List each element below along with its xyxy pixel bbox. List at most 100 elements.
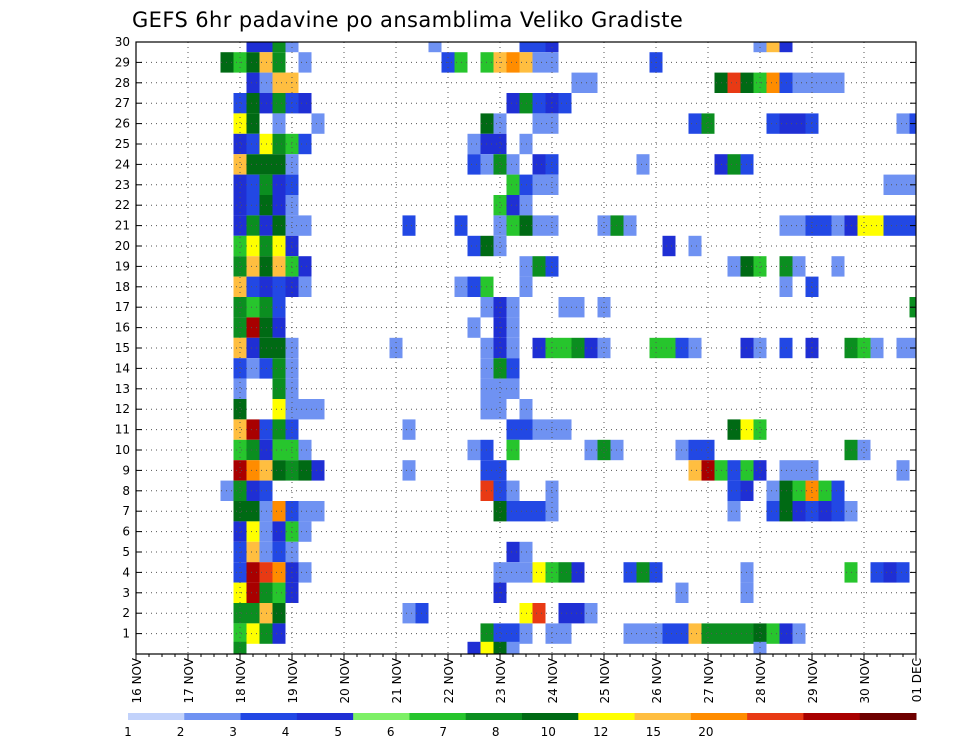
heatmap-cell <box>532 113 546 134</box>
heatmap-cell <box>233 419 247 440</box>
colorbar-swatch <box>522 713 579 720</box>
heatmap-cell <box>246 42 260 53</box>
heatmap-cell <box>493 460 507 481</box>
x-tick-label: 18 NOV <box>234 657 248 703</box>
chart-title: GEFS 6hr padavine po ansamblima Veliko G… <box>132 8 683 32</box>
heatmap-cell <box>272 154 286 175</box>
heatmap-cell <box>857 215 871 236</box>
heatmap-cell <box>727 72 741 93</box>
x-tick-label: 28 NOV <box>754 657 768 703</box>
heatmap-cell <box>246 276 260 297</box>
heatmap-cell <box>467 235 481 257</box>
heatmap-cell <box>246 133 260 155</box>
heatmap-cell <box>493 113 507 134</box>
heatmap-cell <box>688 623 702 644</box>
heatmap-cell <box>246 72 260 93</box>
heatmap-cell <box>402 460 416 481</box>
heatmap-cell <box>727 480 741 501</box>
heatmap-cell <box>597 215 611 236</box>
heatmap-cell <box>688 460 702 481</box>
heatmap-cell <box>506 337 520 359</box>
heatmap-cell <box>506 154 520 175</box>
heatmap-cell <box>688 337 702 359</box>
heatmap-cell <box>506 195 520 216</box>
x-tick-label: 19 NOV <box>286 657 300 703</box>
heatmap-cell <box>727 419 741 440</box>
heatmap-cell <box>311 399 325 420</box>
colorbar-label: 12 <box>593 725 608 739</box>
colorbar-label: 7 <box>439 725 447 739</box>
heatmap-cell <box>493 154 507 175</box>
heatmap-cell <box>623 623 637 644</box>
heatmap-cell <box>506 297 520 318</box>
heatmap-cell <box>779 42 793 53</box>
heatmap-cell <box>246 215 260 236</box>
heatmap-cell <box>766 480 780 501</box>
y-tick-label: 5 <box>122 545 130 559</box>
heatmap-cell <box>246 582 260 603</box>
x-tick-label: 21 NOV <box>390 657 404 703</box>
heatmap-cell <box>558 337 572 359</box>
y-tick-label: 29 <box>115 55 130 69</box>
heatmap-cell <box>792 623 806 644</box>
heatmap-cell <box>532 42 546 53</box>
heatmap-cell <box>688 439 702 461</box>
heatmap-cell <box>467 317 481 338</box>
heatmap-cell <box>246 501 260 522</box>
colorbar-label: 4 <box>282 725 290 739</box>
colorbar-label: 2 <box>177 725 185 739</box>
x-tick-label: 29 NOV <box>806 657 820 703</box>
heatmap-cell <box>896 337 910 359</box>
heatmap-cell <box>506 419 520 440</box>
heatmap-cell <box>597 439 611 461</box>
y-axis: 1234567891011121314151617181920212223242… <box>115 35 916 641</box>
heatmap-cell <box>571 603 585 624</box>
heatmap-cell <box>246 562 260 583</box>
colorbar-label: 15 <box>646 725 661 739</box>
heatmap-cell <box>311 460 325 481</box>
heatmap-cell <box>272 439 286 461</box>
heatmap-cell <box>623 215 637 236</box>
heatmap-cell <box>532 174 546 195</box>
heatmap-cell <box>662 235 676 257</box>
heatmap-cell <box>233 439 247 461</box>
heatmap-cell <box>766 501 780 522</box>
heatmap-cell <box>727 623 741 644</box>
heatmap-cell <box>259 42 273 53</box>
grid-lines <box>136 41 916 654</box>
heatmap-cell <box>272 582 286 603</box>
heatmap-cell <box>506 439 520 461</box>
heatmap-cell <box>532 603 546 624</box>
heatmap-cell <box>272 419 286 440</box>
colorbar-label: 6 <box>387 725 395 739</box>
heatmap-cell <box>298 215 312 236</box>
colorbar-label: 20 <box>698 725 713 739</box>
heatmap-cell <box>246 603 260 624</box>
heatmap-cell <box>532 337 546 359</box>
y-tick-label: 15 <box>115 341 130 355</box>
heatmap-cell <box>506 480 520 501</box>
heatmap-cell <box>246 154 260 175</box>
heatmap-cell <box>532 215 546 236</box>
heatmap-cell <box>246 460 260 481</box>
y-tick-label: 17 <box>115 300 130 314</box>
heatmap-cell <box>558 93 572 114</box>
heatmap-cell <box>233 378 247 399</box>
heatmap-cell <box>233 623 247 644</box>
heatmap-cell <box>727 154 741 175</box>
heatmap-cell <box>792 480 806 501</box>
colorbar-swatch <box>859 713 917 720</box>
heatmap-cell <box>818 501 832 522</box>
heatmap-cell <box>246 439 260 461</box>
heatmap-cell <box>571 562 585 583</box>
heatmap-cell <box>298 460 312 481</box>
heatmap-cell <box>636 562 650 583</box>
heatmap-cell <box>298 439 312 461</box>
heatmap-cell <box>896 113 910 134</box>
heatmap-cell <box>272 297 286 318</box>
heatmap-cell <box>532 256 546 277</box>
x-tick-label: 24 NOV <box>546 657 560 703</box>
heatmap-cell <box>233 256 247 277</box>
heatmap-cell <box>701 113 715 134</box>
y-tick-label: 18 <box>115 280 130 294</box>
